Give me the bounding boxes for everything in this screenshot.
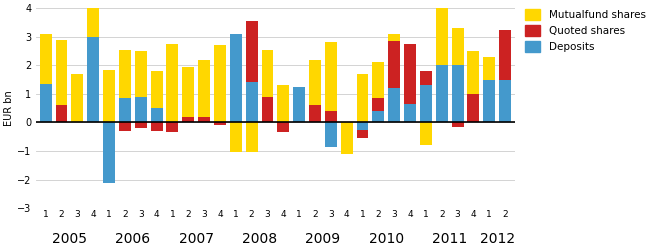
Bar (372, 62, 384, 98)
Bar (372, 98, 384, 111)
Bar (404, 44, 416, 104)
Bar (261, 50, 274, 97)
Bar (135, 97, 147, 122)
Bar (246, 82, 257, 122)
Bar (166, 122, 178, 132)
Bar (341, 122, 353, 154)
Bar (357, 130, 369, 138)
Bar (420, 71, 432, 85)
Bar (372, 111, 384, 122)
Bar (40, 34, 51, 84)
Bar (87, 0, 99, 37)
Bar (151, 108, 162, 122)
Bar (151, 71, 162, 108)
Bar (246, 122, 257, 152)
Y-axis label: EUR bn: EUR bn (4, 90, 14, 126)
Legend: Mutualfund shares, Quoted shares, Deposits: Mutualfund shares, Quoted shares, Deposi… (525, 9, 645, 52)
Bar (325, 42, 337, 111)
Bar (246, 21, 257, 82)
Bar (261, 97, 274, 122)
Bar (388, 34, 400, 41)
Bar (183, 67, 194, 117)
Bar (499, 80, 511, 122)
Bar (452, 122, 463, 127)
Bar (151, 122, 162, 131)
Bar (467, 51, 480, 94)
Bar (230, 122, 242, 152)
Bar (293, 87, 305, 122)
Bar (388, 41, 400, 88)
Bar (56, 105, 68, 122)
Bar (198, 60, 210, 117)
Bar (420, 122, 432, 145)
Bar (40, 84, 51, 122)
Bar (103, 122, 115, 182)
Bar (484, 80, 495, 122)
Bar (404, 104, 416, 122)
Bar (325, 111, 337, 122)
Bar (420, 85, 432, 122)
Bar (135, 51, 147, 97)
Bar (452, 65, 463, 122)
Bar (119, 50, 131, 98)
Bar (183, 117, 194, 122)
Bar (119, 122, 131, 131)
Bar (230, 34, 242, 122)
Bar (467, 94, 480, 122)
Bar (309, 105, 321, 122)
Bar (135, 122, 147, 128)
Bar (499, 30, 511, 80)
Bar (452, 28, 463, 65)
Bar (198, 117, 210, 122)
Bar (357, 122, 369, 130)
Bar (436, 8, 448, 65)
Bar (103, 70, 115, 122)
Bar (56, 40, 68, 105)
Bar (119, 98, 131, 122)
Bar (87, 37, 99, 122)
Bar (214, 122, 226, 125)
Bar (309, 60, 321, 105)
Bar (357, 74, 369, 122)
Bar (325, 122, 337, 147)
Bar (72, 74, 83, 122)
Bar (166, 44, 178, 122)
Bar (214, 45, 226, 122)
Bar (484, 57, 495, 80)
Bar (388, 88, 400, 122)
Bar (278, 122, 289, 132)
Bar (436, 65, 448, 122)
Bar (278, 85, 289, 122)
